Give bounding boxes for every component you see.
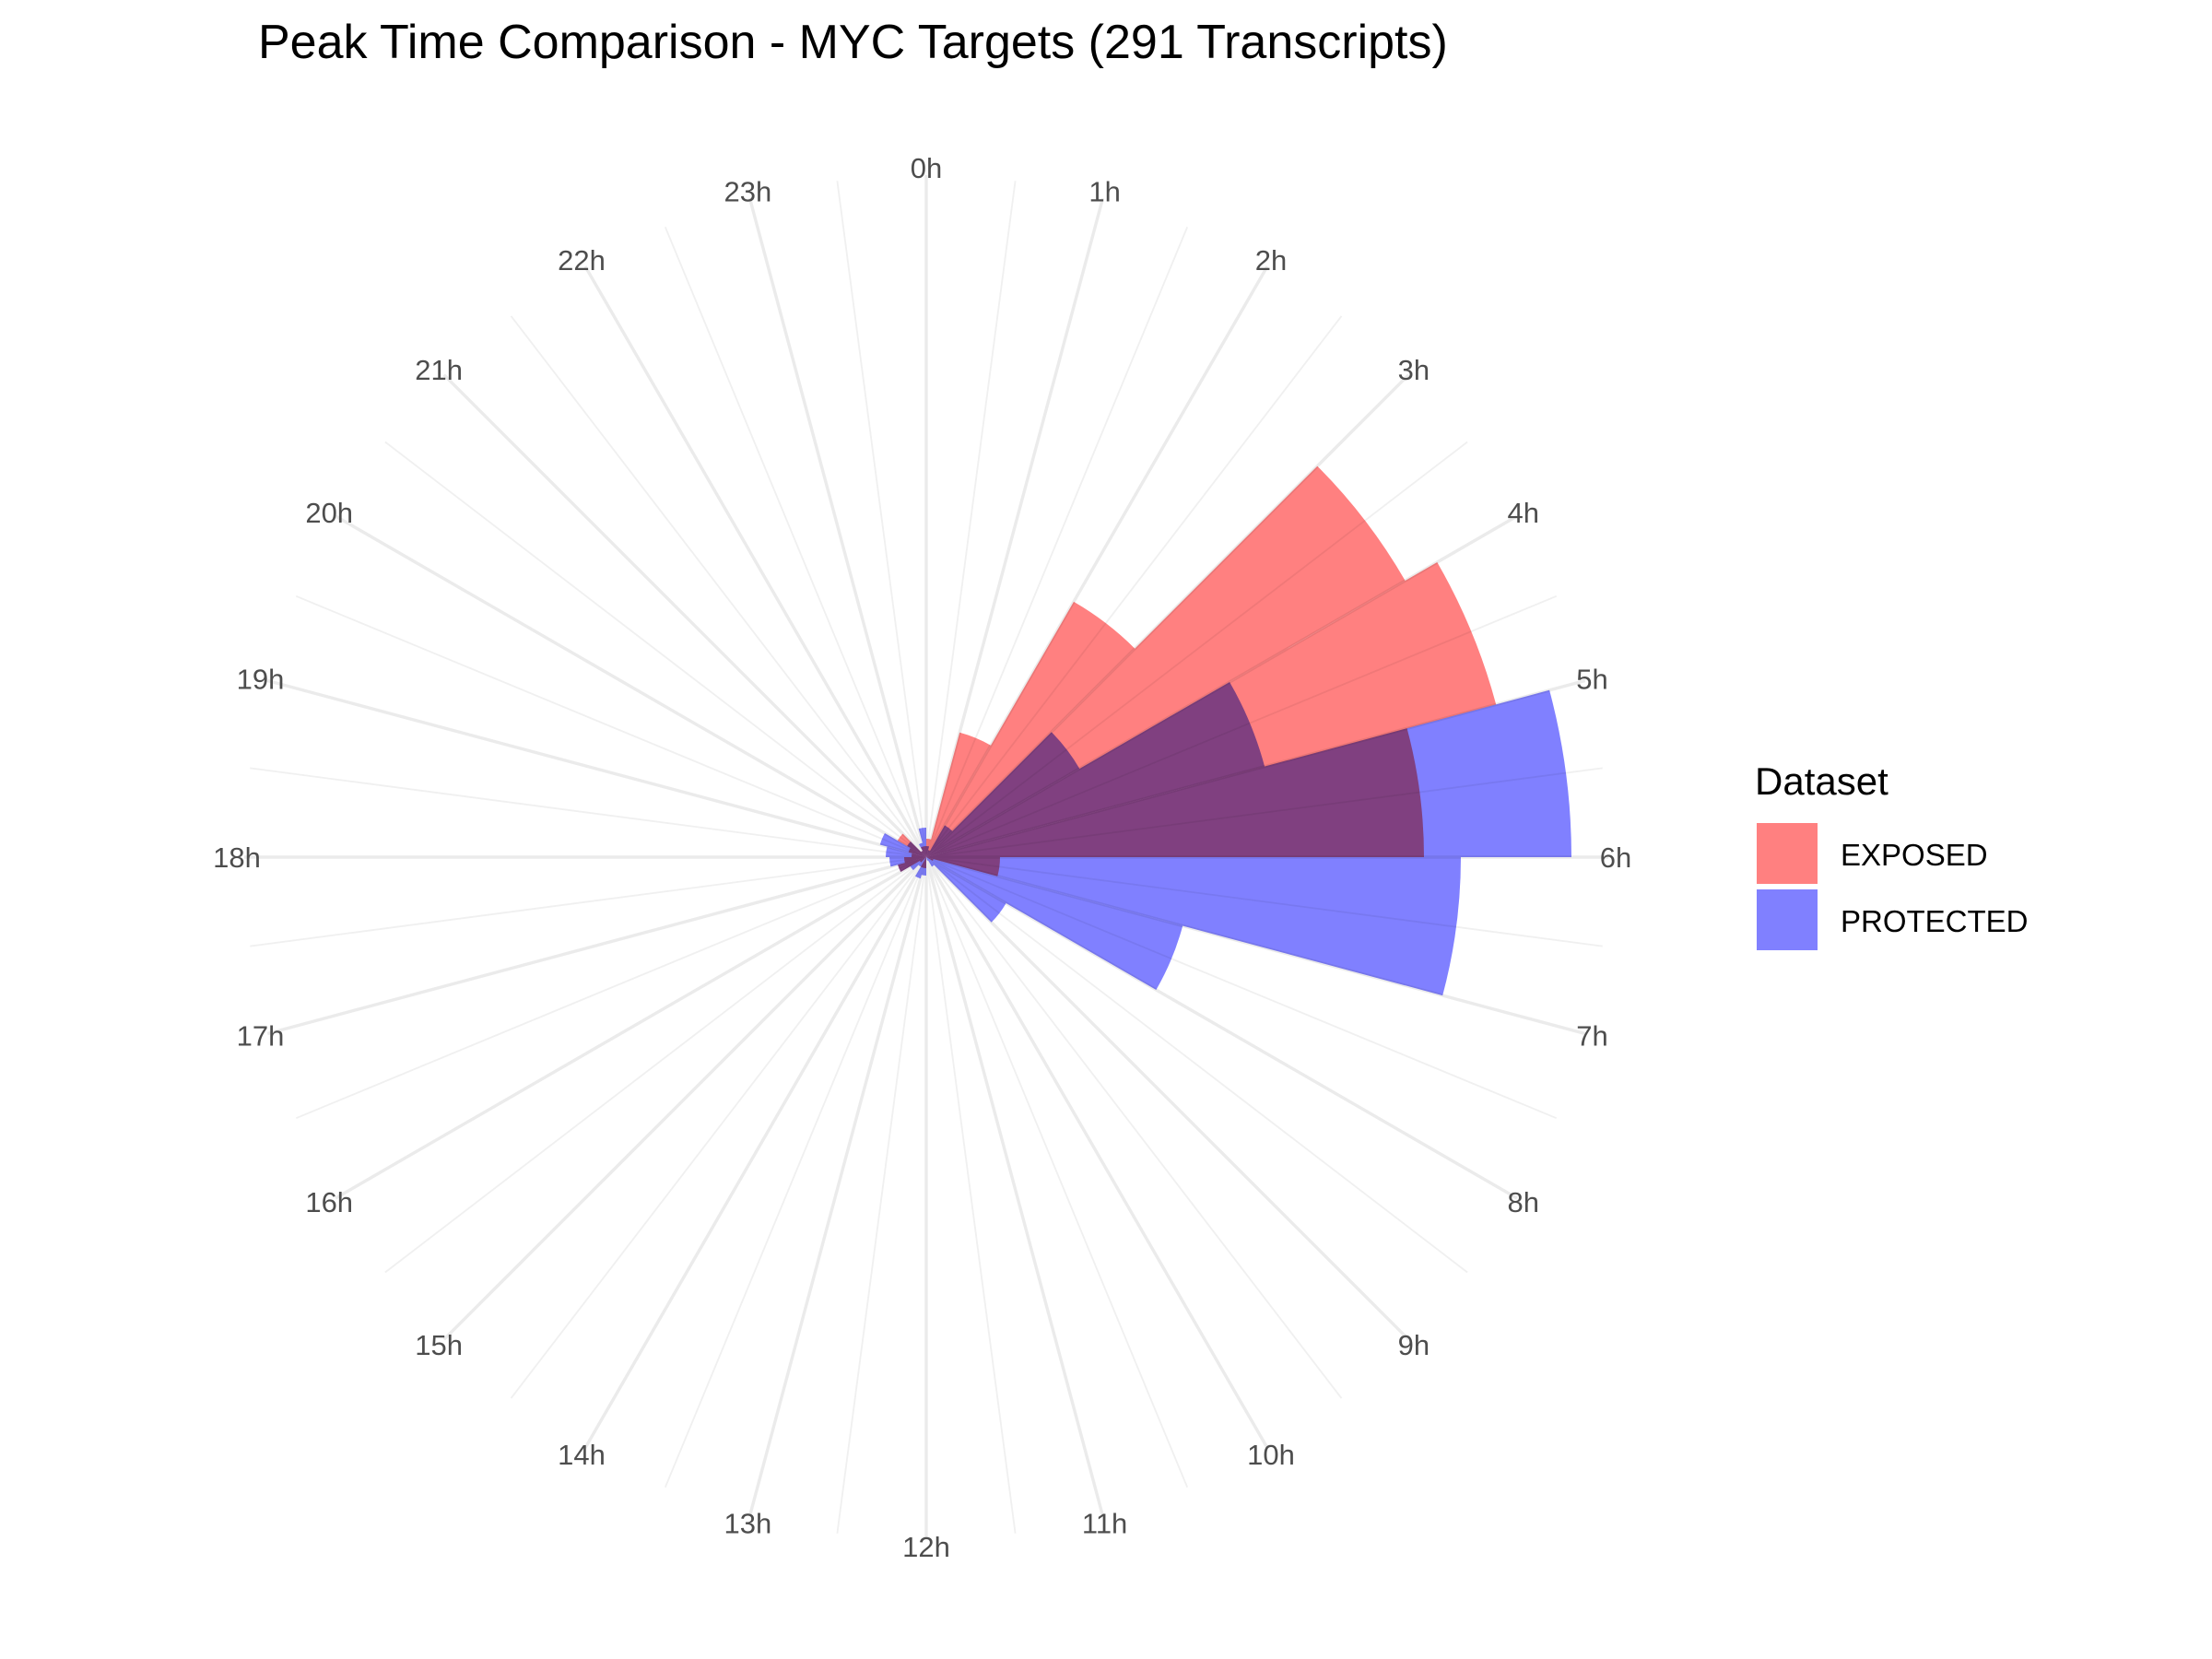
gridline-minor	[925, 856, 1189, 1488]
gridline-minor	[664, 226, 927, 858]
bar-protected-21h	[921, 851, 926, 857]
tick-label-12h: 12h	[902, 1531, 950, 1563]
tick-label-9h: 9h	[1398, 1329, 1430, 1361]
legend: Dataset EXPOSED PROTECTED	[1755, 759, 2029, 950]
bar-protected-22h	[919, 842, 926, 857]
gridline-major	[924, 855, 1410, 1341]
gridline-major	[266, 678, 927, 859]
tick-label-8h: 8h	[1508, 1186, 1539, 1218]
tick-label-1h: 1h	[1088, 176, 1120, 208]
bar-protected-23h	[918, 828, 926, 857]
gridline-major	[442, 855, 928, 1341]
bar-protected-6h	[926, 857, 1461, 996]
tick-label-19h: 19h	[237, 663, 285, 695]
gridline-major	[924, 856, 1269, 1449]
tick-label-6h: 6h	[1600, 841, 1631, 874]
bar-protected-17h	[889, 857, 926, 867]
gridline-major	[335, 514, 927, 859]
angle-tick-labels: 0h 1h 2h 3h 4h 5h 6h 7h 8h 9h 10h 11h 12h 13h 14h 15h 16…	[213, 152, 1631, 1563]
tick-label-5h: 5h	[1576, 663, 1607, 695]
tick-label-20h: 20h	[305, 497, 353, 529]
gridline-minor	[250, 856, 927, 947]
bar-protected-8h	[926, 857, 1006, 923]
legend-key-protected	[1757, 889, 1818, 950]
legend-key-exposed	[1757, 823, 1818, 884]
bar-protected-2h	[926, 825, 953, 857]
bar-protected-5h	[926, 689, 1571, 857]
gridline-minor	[510, 856, 927, 1399]
legend-label-protected: PROTECTED	[1841, 904, 2029, 938]
gridline-minor	[925, 181, 1017, 858]
tick-label-10h: 10h	[1247, 1439, 1295, 1471]
bar-exposed-2h	[926, 601, 1135, 857]
gridline-minor	[925, 856, 1017, 1534]
legend-label-exposed: EXPOSED	[1841, 838, 1988, 872]
bar-exposed-1h	[926, 732, 991, 857]
gridline-minor	[250, 767, 927, 858]
tick-label-15h: 15h	[415, 1329, 463, 1361]
gridline-major	[583, 856, 928, 1449]
tick-label-3h: 3h	[1398, 354, 1430, 386]
gridline-major	[335, 855, 927, 1200]
tick-label-18h: 18h	[213, 841, 261, 874]
tick-label-2h: 2h	[1255, 244, 1287, 276]
tick-label-11h: 11h	[1082, 1508, 1127, 1540]
gridline-major	[747, 197, 928, 858]
bar-protected-7h	[926, 857, 1183, 990]
gridline-minor	[664, 856, 927, 1488]
bar-protected-13h	[915, 857, 926, 879]
tick-label-13h: 13h	[724, 1508, 772, 1540]
gridline-minor	[836, 181, 927, 858]
tick-label-17h: 17h	[237, 1020, 285, 1053]
bar-protected-19h	[879, 833, 926, 857]
gridline-major	[442, 373, 928, 859]
gridline-major	[747, 856, 928, 1517]
bar-protected-18h	[886, 846, 926, 857]
gridline-minor	[925, 856, 1343, 1399]
bar-protected-0h	[926, 845, 930, 857]
tick-label-14h: 14h	[558, 1439, 606, 1471]
bar-protected-3h	[926, 732, 1080, 857]
bars-layer	[879, 465, 1571, 996]
tick-label-16h: 16h	[305, 1186, 353, 1218]
bar-protected-4h	[926, 682, 1265, 857]
gridline-major	[583, 265, 928, 858]
bar-protected-20h	[907, 841, 926, 857]
bar-protected-14h	[918, 857, 926, 867]
legend-title: Dataset	[1755, 759, 1888, 803]
tick-label-0h: 0h	[911, 152, 942, 184]
tick-label-22h: 22h	[558, 244, 606, 276]
bar-protected-1h	[926, 850, 930, 857]
tick-label-7h: 7h	[1576, 1020, 1607, 1053]
gridline-major	[924, 856, 1105, 1517]
bar-protected-12h	[921, 857, 926, 876]
gridline-minor	[925, 856, 1468, 1274]
gridline-minor	[510, 315, 927, 858]
gridline-minor	[295, 594, 927, 858]
tick-label-23h: 23h	[724, 176, 772, 208]
gridline-minor	[295, 856, 927, 1120]
gridline-minor	[384, 441, 927, 858]
bar-protected-9h	[926, 857, 935, 867]
tick-label-4h: 4h	[1508, 497, 1539, 529]
gridline-minor	[836, 856, 927, 1534]
bar-protected-10h	[926, 857, 928, 861]
gridline-minor	[384, 856, 927, 1274]
bar-protected-15h	[910, 857, 926, 871]
chart-title: Peak Time Comparison - MYC Targets (291 …	[258, 16, 1448, 69]
gridline-major	[266, 855, 927, 1036]
tick-label-21h: 21h	[415, 354, 463, 386]
bar-protected-16h	[898, 857, 926, 872]
